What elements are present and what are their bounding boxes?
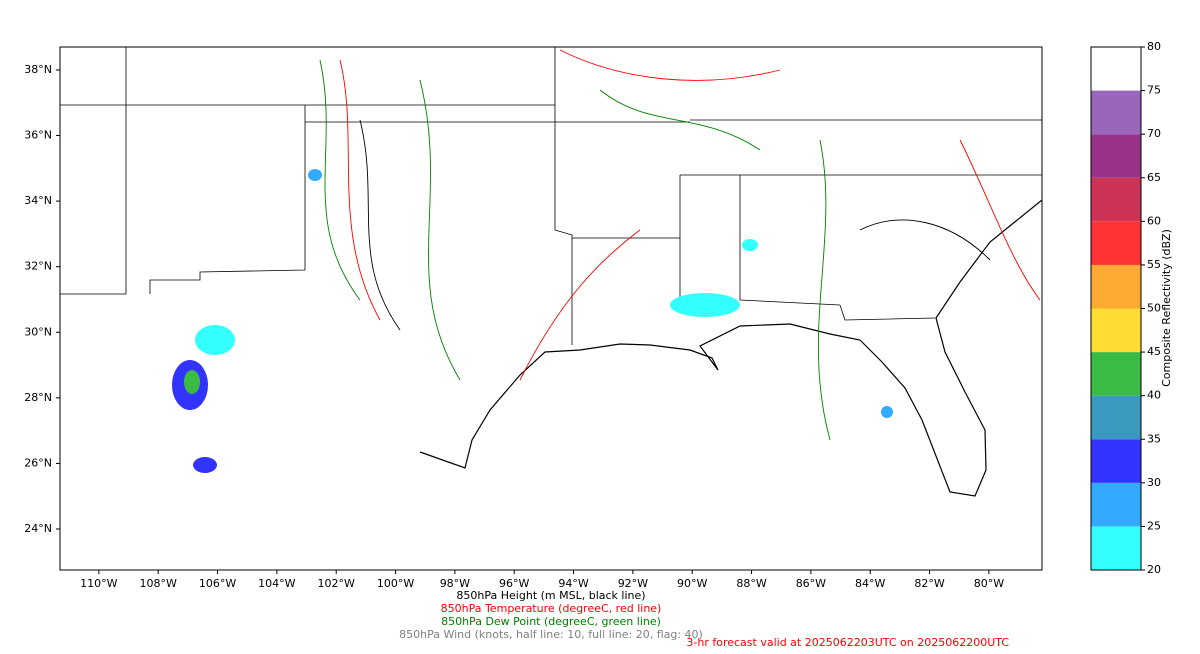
colorbar-segment — [1091, 352, 1141, 396]
echo — [184, 370, 200, 394]
x-tick-label: 98°W — [440, 577, 470, 590]
radar-echoes — [172, 169, 893, 473]
x-tick-label: 104°W — [258, 577, 295, 590]
colorbar-tick-label: 30 — [1147, 476, 1161, 489]
colorbar-segment — [1091, 439, 1141, 483]
colorbar-tick-label: 75 — [1147, 84, 1161, 97]
x-tick-label: 102°W — [318, 577, 355, 590]
caption: 850hPa Height (m MSL, black line) — [456, 589, 645, 602]
echo — [670, 293, 740, 317]
echo — [881, 406, 893, 418]
contours — [319, 59, 831, 441]
contours — [359, 119, 991, 331]
colorbar-tick-label: 20 — [1147, 563, 1161, 576]
y-tick-label: 24°N — [24, 522, 52, 535]
map-frame — [59, 46, 1043, 571]
colorbar-tick-label: 55 — [1147, 258, 1161, 271]
y-tick-label: 32°N — [24, 260, 52, 273]
y-tick-label: 34°N — [24, 194, 52, 207]
colorbar-segment — [1091, 526, 1141, 570]
colorbar-tick-label: 80 — [1147, 40, 1161, 53]
x-tick-label: 84°W — [855, 577, 885, 590]
echo — [308, 169, 322, 181]
x-tick-label: 90°W — [677, 577, 707, 590]
echo — [742, 239, 758, 251]
colorbar-segment — [1091, 90, 1141, 135]
y-tick-label: 36°N — [24, 129, 52, 142]
x-tick-label: 106°W — [199, 577, 236, 590]
coastline — [419, 199, 1043, 497]
y-tick-label: 28°N — [24, 391, 52, 404]
colorbar-tick-label: 35 — [1147, 432, 1161, 445]
colorbar-segment — [1091, 134, 1141, 178]
colorbar-segment — [1091, 264, 1141, 309]
map-decor — [60, 47, 1043, 497]
colorbar-tick-label: 45 — [1147, 345, 1161, 358]
state-borders — [60, 47, 1042, 345]
colorbar-segment — [1091, 395, 1141, 440]
x-tick-label: 92°W — [618, 577, 648, 590]
x-tick-label: 108°W — [140, 577, 177, 590]
echo — [193, 457, 217, 473]
echo — [195, 325, 235, 355]
colorbar-tick-label: 65 — [1147, 171, 1161, 184]
x-tick-label: 110°W — [80, 577, 117, 590]
colorbar-label: Composite Reflectivity (dBZ) — [1160, 229, 1173, 387]
colorbar-tick-label: 60 — [1147, 214, 1161, 227]
colorbar-tick-label: 25 — [1147, 519, 1161, 532]
colorbar-tick-label: 70 — [1147, 127, 1161, 140]
x-tick-label: 100°W — [377, 577, 414, 590]
caption: 850hPa Dew Point (degreeC, green line) — [441, 615, 661, 628]
x-tick-label: 80°W — [974, 577, 1004, 590]
x-tick-label: 88°W — [736, 577, 766, 590]
colorbar-segment — [1091, 221, 1141, 265]
x-tick-label: 82°W — [914, 577, 944, 590]
y-tick-label: 38°N — [24, 63, 52, 76]
x-tick-label: 86°W — [796, 577, 826, 590]
contours — [339, 49, 1041, 381]
colorbar-segment — [1091, 308, 1141, 353]
caption: 850hPa Temperature (degreeC, red line) — [441, 602, 662, 615]
caption: 850hPa Wind (knots, half line: 10, full … — [399, 628, 703, 641]
y-tick-label: 26°N — [24, 456, 52, 469]
y-tick-label: 30°N — [24, 325, 52, 338]
colorbar-segment — [1091, 47, 1141, 91]
forecast-note: 3-hr forecast valid at 2025062203UTC on … — [686, 636, 1009, 649]
x-tick-label: 94°W — [558, 577, 588, 590]
colorbar-segment — [1091, 177, 1141, 222]
x-tick-label: 96°W — [499, 577, 529, 590]
colorbar-tick-label: 40 — [1147, 389, 1161, 402]
colorbar-tick-label: 50 — [1147, 302, 1161, 315]
colorbar-segment — [1091, 482, 1141, 527]
